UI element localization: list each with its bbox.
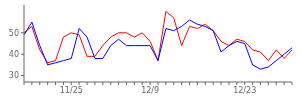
- svg-text:50: 50: [9, 29, 19, 38]
- svg-text:12/23: 12/23: [233, 86, 256, 95]
- svg-text:12/9: 12/9: [141, 86, 159, 95]
- svg-text:11/25: 11/25: [60, 86, 83, 95]
- svg-text:30: 30: [9, 71, 19, 80]
- svg-text:40: 40: [9, 50, 19, 59]
